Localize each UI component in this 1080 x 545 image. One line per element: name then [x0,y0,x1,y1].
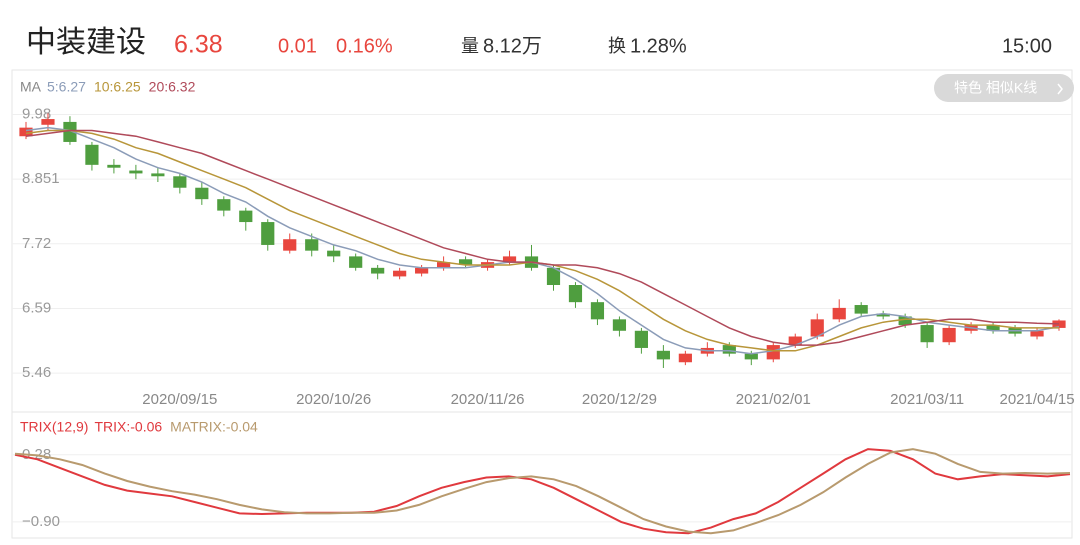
candle-body [766,345,780,360]
candle-body [283,239,297,251]
candle-body [898,316,912,326]
legend-entry: TRIX:-0.06 [94,419,162,435]
candle-body [261,222,275,245]
x-tick-label: 2020/09/15 [142,391,217,408]
candle-body [612,319,627,331]
y-tick-label: 9.98 [22,105,51,122]
time: 15:00 [1002,35,1052,57]
candle-body [437,262,451,268]
chart-frame [11,69,1073,539]
candle-body [788,336,802,346]
x-tick-label: 2020/12/29 [582,391,657,408]
candle-body [129,170,143,174]
candle-body [832,307,846,320]
y-tick-label: 6.59 [22,299,51,316]
candle-body [107,164,121,168]
candle-body [1052,320,1066,328]
candle-body [173,176,187,188]
similar-k-button-label[interactable]: 特色 相似K线 [954,80,1037,96]
candle-body [458,259,473,265]
y-tick-label: −0.90 [22,513,60,530]
candle-body [195,187,209,200]
candle-body [41,119,55,125]
candle-body [744,353,758,360]
legend-entry: 5:6.27 [47,79,86,95]
candle-body [502,256,517,263]
candle-body [217,199,231,211]
series-line [25,129,1060,346]
candle-body [876,313,890,317]
legend-label: TRIX(12,9) [20,419,88,435]
candle-body [722,345,736,354]
volume-label: 量 [461,36,479,56]
candle-body [415,267,429,274]
candle-body [986,325,1000,331]
similar-k-button[interactable] [934,74,1074,102]
legend-label: MA [20,79,42,95]
series-line [14,448,1071,535]
x-tick-label: 2020/10/26 [296,391,371,408]
x-tick-label: 2020/11/26 [451,391,525,408]
volume: 8.12万 [483,35,542,57]
y-tick-label: 8.851 [22,170,60,187]
price-change-pct: 0.16% [336,35,393,57]
y-tick-label: 7.72 [22,235,51,252]
candle-body [393,270,407,277]
candle-body [568,285,583,303]
candle-body [19,127,33,137]
candle-body [371,267,385,274]
turnover-label: 换 [608,36,626,56]
y-tick-label: 5.46 [22,364,51,381]
candle-body [349,256,363,268]
candle-body [920,325,934,343]
candle-body [151,173,165,177]
stock-name: 中装建设 [26,26,146,59]
candle-body [942,327,956,343]
x-tick-label: 2021/04/15 [999,391,1074,408]
candle-body [63,121,77,142]
legend-entry: MATRIX:-0.04 [170,419,258,435]
legend-entry: 10:6.25 [94,79,141,95]
candle-body [1030,330,1044,337]
legend-entry: 20:6.32 [149,79,196,95]
candle-body [546,267,561,286]
candle-body [678,353,692,363]
series-line [25,126,1060,355]
turnover: 1.28% [630,35,687,57]
candle-body [305,239,319,251]
candle-body [590,302,605,320]
candle-body [656,350,670,360]
candle-body [239,210,253,223]
x-tick-label: 2021/03/11 [890,391,964,408]
candle-body [85,144,99,165]
candle-body [327,250,341,257]
candle-body [634,330,648,348]
x-tick-label: 2021/02/01 [736,391,811,408]
price-change: 0.01 [278,35,317,57]
candle-body [854,305,868,314]
candle-body [810,319,824,337]
chevron-icon [1057,83,1063,95]
stock-price: 6.38 [174,31,223,59]
